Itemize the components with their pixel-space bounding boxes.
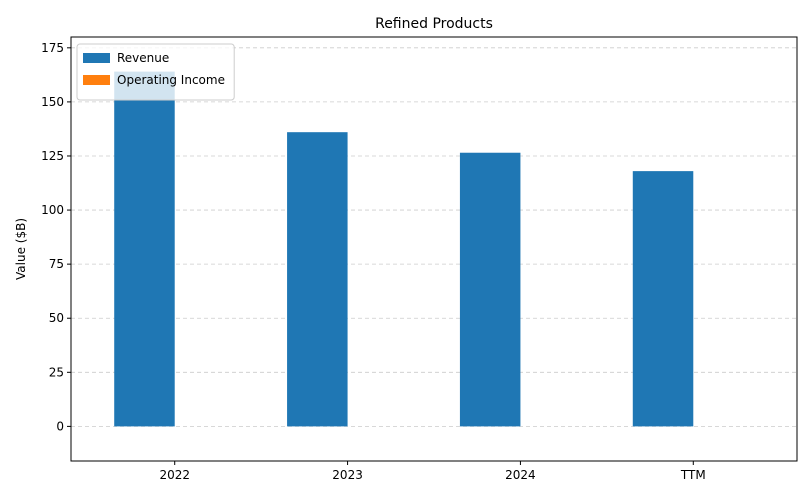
x-tick-label-3: TTM: [680, 468, 706, 482]
legend-swatch-1: [83, 75, 110, 85]
bar-revenue-ttm: [632, 171, 694, 427]
x-axis: 2022 2023 2024 TTM: [159, 461, 706, 482]
y-tick-label-1: 25: [49, 365, 64, 379]
legend: Revenue Operating Income: [76, 43, 235, 101]
y-tick-label-0: 0: [56, 419, 64, 433]
x-tick-label-1: 2023: [332, 468, 363, 482]
y-tick-label-4: 100: [41, 203, 64, 217]
legend-label-1: Operating Income: [117, 73, 225, 87]
legend-swatch-0: [83, 53, 110, 63]
x-tick-label-2: 2024: [505, 468, 536, 482]
bar-revenue-2024: [459, 152, 521, 427]
legend-label-0: Revenue: [117, 51, 169, 65]
y-tick-label-5: 125: [41, 149, 64, 163]
chart-title: Refined Products: [375, 16, 493, 32]
x-tick-label-0: 2022: [159, 468, 190, 482]
legend-box: [76, 43, 235, 101]
y-tick-label-2: 50: [49, 311, 64, 325]
y-tick-label-3: 75: [49, 257, 64, 271]
plot-frame: [70, 36, 798, 462]
y-tick-label-7: 175: [41, 41, 64, 55]
y-tick-label-6: 150: [41, 95, 64, 109]
bars: [114, 71, 694, 427]
y-axis-title: Value ($B): [14, 218, 28, 280]
bar-revenue-2023: [287, 132, 348, 427]
y-axis: 0 25 50 75 100 125 150 175: [41, 41, 71, 433]
bar-revenue-2022: [114, 71, 175, 427]
